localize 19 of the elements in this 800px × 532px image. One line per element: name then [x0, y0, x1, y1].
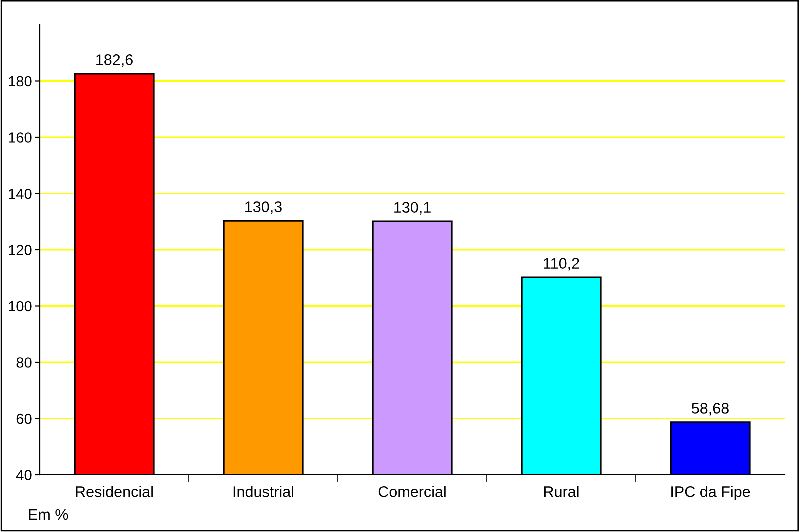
y-tick-label: 60: [16, 414, 32, 424]
y-tick-label: 180: [9, 76, 32, 87]
x-tick-label: Industrial: [234, 486, 294, 498]
x-tick-label: IPC da Fipe: [672, 486, 750, 500]
y-tick-label: 100: [9, 301, 32, 312]
data-label: 182,6: [96, 54, 133, 68]
data-label: 130,3: [246, 202, 282, 214]
data-label: 58,68: [692, 403, 729, 416]
data-label: 130,1: [394, 202, 431, 215]
y-tick-label: 120: [9, 245, 32, 256]
x-tick-label: Rural: [544, 486, 579, 498]
data-label: 110,2: [544, 258, 580, 271]
y-tick-label: 140: [9, 188, 32, 200]
y-tick-label: 160: [9, 132, 32, 143]
text: Em %: [29, 509, 68, 520]
y-tick-label: 80: [16, 358, 32, 368]
x-tick-label: Residencial: [76, 486, 153, 498]
x-tick-label: Comercial: [378, 486, 446, 498]
y-tick-label: 40: [16, 470, 32, 480]
